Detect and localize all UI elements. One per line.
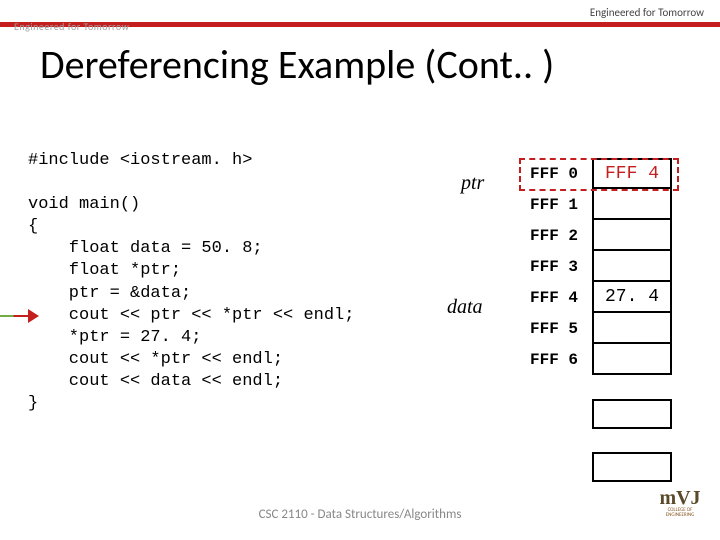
val-cell [592,342,672,375]
ptr-highlight-box [519,158,679,191]
val-cell [592,249,672,282]
addr-cell: FFF 4 [528,282,592,313]
addr-cell: FFF 3 [528,251,592,282]
memory-row: FFF 1 [528,189,672,220]
footer-text: CSC 2110 - Data Structures/Algorithms [0,507,720,522]
college-logo: mVJ COLLEGE OF ENGINEERING [654,488,706,528]
addr-cell: FFF 5 [528,313,592,344]
addr-cell: FFF 1 [528,189,592,220]
memory-ext-bottom [592,452,672,482]
val-cell [592,311,672,344]
memory-row: FFF 5 [528,313,672,344]
code-block: #include <iostream. h> void main() { flo… [28,150,354,415]
memory-row: FFF 3 [528,251,672,282]
logo-sub: COLLEGE OF ENGINEERING [654,508,706,518]
tagline: Engineered for Tomorrow [14,20,129,33]
data-label: data [447,296,483,319]
memory-row: FFF 2 [528,220,672,251]
memory-ext-top [592,399,672,429]
addr-cell: FFF 2 [528,220,592,251]
ptr-label: ptr [461,172,484,195]
page-title: Dereferencing Example (Cont.. ) [40,40,554,89]
val-cell [592,218,672,251]
val-cell [592,187,672,220]
val-cell: 27. 4 [592,280,672,313]
memory-row: FFF 4 27. 4 [528,282,672,313]
logo-main: mVJ [654,488,706,508]
top-label: Engineered for Tomorrow [590,6,704,19]
memory-row: FFF 6 [528,344,672,375]
pointer-arrow-head [28,309,39,323]
pointer-arrow-line [0,315,30,317]
addr-cell: FFF 6 [528,344,592,375]
